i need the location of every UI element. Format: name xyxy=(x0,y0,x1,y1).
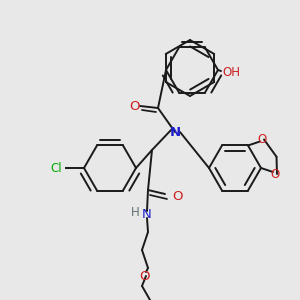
Text: N: N xyxy=(142,208,152,220)
Text: O: O xyxy=(257,133,267,146)
Text: Cl: Cl xyxy=(50,161,62,175)
Text: O: O xyxy=(270,167,280,181)
Text: O: O xyxy=(172,190,182,202)
Text: N: N xyxy=(169,125,181,139)
Text: OH: OH xyxy=(222,65,240,79)
Text: O: O xyxy=(139,269,149,283)
Text: O: O xyxy=(129,100,139,113)
Text: H: H xyxy=(131,206,140,218)
